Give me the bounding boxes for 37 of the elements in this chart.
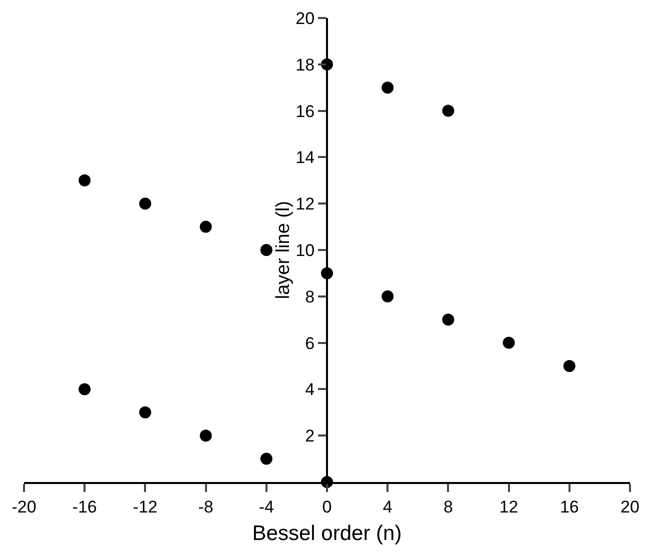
x-tick-label: 12 [499, 497, 518, 516]
x-tick-label: -4 [258, 497, 274, 516]
y-tick-label: 6 [305, 334, 315, 353]
point [200, 430, 212, 442]
point [502, 336, 515, 349]
y-tick-label: 4 [305, 380, 315, 400]
x-tick-label: 4 [382, 497, 392, 516]
x-tick-label: 8 [443, 497, 453, 516]
point [382, 82, 394, 94]
y-tick-label: 2 [305, 426, 315, 446]
x-tick-label: 20 [620, 497, 640, 516]
point [442, 104, 454, 117]
point [139, 198, 152, 210]
point [260, 244, 272, 256]
x-axis-title: Bessel order (n) [252, 522, 402, 546]
x-tick-label: 0 [322, 497, 332, 516]
point [200, 220, 212, 233]
y-tick-label: 16 [296, 102, 315, 121]
y-tick-label: 10 [296, 240, 315, 260]
point [260, 452, 272, 465]
point [442, 314, 454, 326]
y-tick-label: 12 [296, 194, 315, 214]
y-tick-label: 18 [296, 55, 315, 74]
point [563, 360, 576, 372]
point [382, 290, 394, 302]
x-tick-label: -12 [132, 497, 158, 516]
x-tick-label: 16 [560, 497, 579, 516]
point [78, 383, 91, 396]
point [139, 406, 152, 418]
y-tick-label: 14 [296, 148, 315, 168]
x-tick-label: -20 [12, 497, 36, 516]
y-axis-title: layer line (l) [273, 200, 294, 300]
point [78, 174, 91, 186]
y-tick-label: 20 [296, 8, 315, 28]
y-tick-label: 8 [305, 287, 315, 306]
x-tick-label: -16 [72, 497, 97, 516]
x-tick-label: -8 [198, 497, 214, 516]
